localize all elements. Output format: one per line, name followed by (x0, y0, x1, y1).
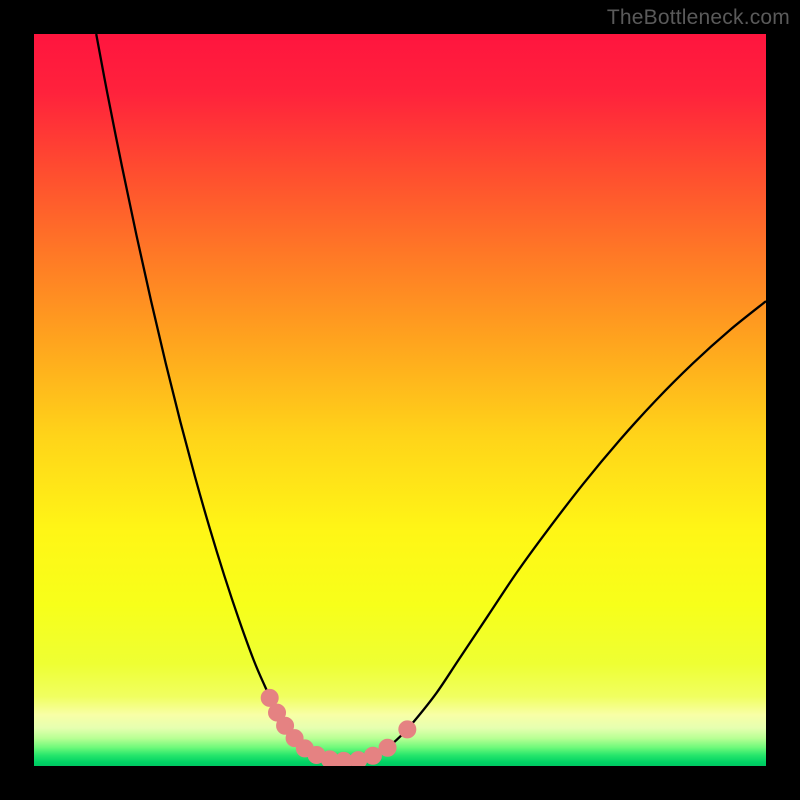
data-marker (379, 739, 396, 756)
watermark-text: TheBottleneck.com (607, 6, 790, 30)
bottleneck-chart (34, 34, 766, 766)
data-marker (399, 721, 416, 738)
